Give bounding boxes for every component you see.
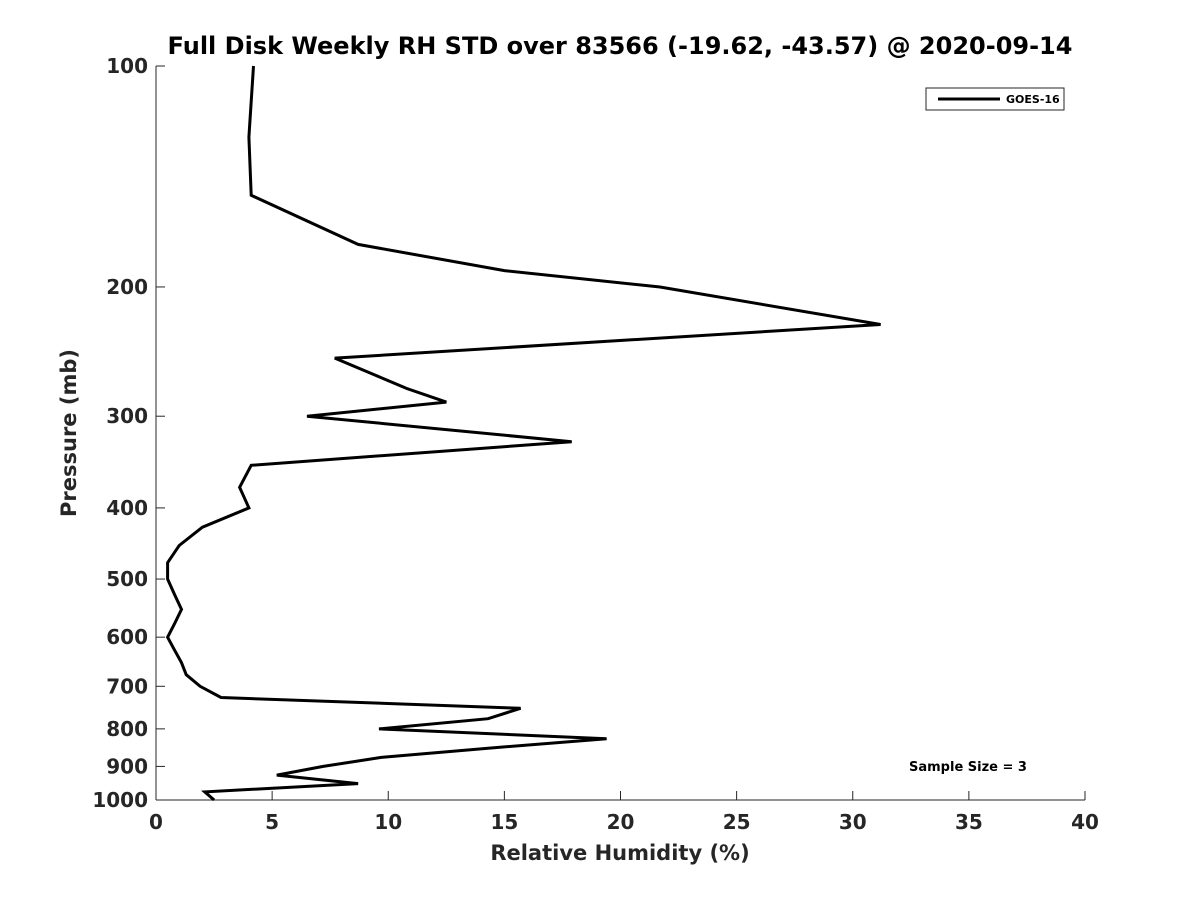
chart-title: Full Disk Weekly RH STD over 83566 (-19.… xyxy=(168,32,1073,60)
x-axis-label: Relative Humidity (%) xyxy=(490,841,749,865)
y-tick-label: 1000 xyxy=(92,788,148,812)
x-tick-label: 0 xyxy=(149,810,163,834)
x-tick-label: 15 xyxy=(490,810,518,834)
y-tick-label: 500 xyxy=(106,567,148,591)
y-tick-label: 600 xyxy=(106,625,148,649)
x-tick-label: 20 xyxy=(607,810,635,834)
y-ticks: 100 200 300 400 500 600 700 800 900 1000 xyxy=(92,54,165,812)
x-tick-label: 30 xyxy=(839,810,867,834)
legend-entry-goes-16: GOES-16 xyxy=(1006,93,1060,106)
y-axis-label: Pressure (mb) xyxy=(57,349,81,517)
y-tick-label: 900 xyxy=(106,754,148,778)
y-tick-label: 400 xyxy=(106,496,148,520)
x-tick-label: 5 xyxy=(265,810,279,834)
series-layer xyxy=(165,65,881,802)
x-tick-label: 40 xyxy=(1071,810,1099,834)
y-tick-label: 200 xyxy=(106,275,148,299)
y-tick-label: 300 xyxy=(106,404,148,428)
y-tick-label: 100 xyxy=(106,54,148,78)
series-line-goes-16 xyxy=(165,65,881,802)
x-tick-label: 35 xyxy=(955,810,983,834)
x-tick-label: 25 xyxy=(723,810,751,834)
y-tick-label: 800 xyxy=(106,717,148,741)
y-tick-label: 700 xyxy=(106,674,148,698)
legend: GOES-16 xyxy=(925,87,1065,111)
x-ticks: 0 5 10 15 20 25 30 35 40 xyxy=(149,791,1099,834)
x-tick-label: 10 xyxy=(374,810,402,834)
sample-size-annotation: Sample Size = 3 xyxy=(909,760,1027,775)
